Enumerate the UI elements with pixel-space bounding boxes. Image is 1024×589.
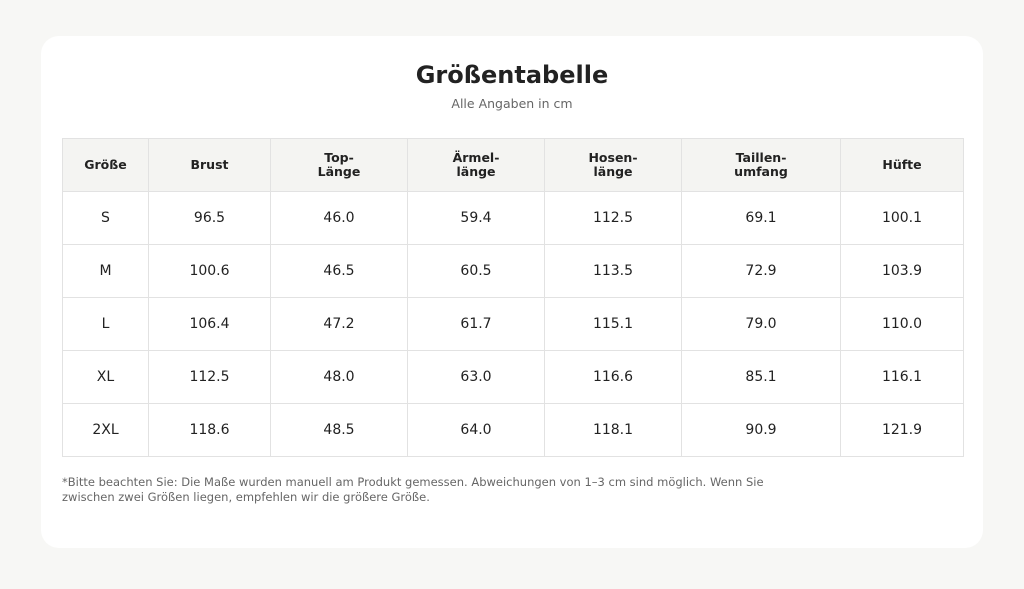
- column-header-top-length: Top- Länge: [270, 138, 408, 192]
- table-cell: 48.0: [270, 350, 408, 404]
- table-cell: 112.5: [148, 350, 271, 404]
- table-cell: 60.5: [407, 244, 545, 298]
- table-cell: 118.1: [544, 403, 682, 457]
- table-row: M 100.6 46.5 60.5 113.5 72.9 103.9: [62, 244, 964, 298]
- table-row: L 106.4 47.2 61.7 115.1 79.0 110.0: [62, 297, 964, 351]
- table-cell: 115.1: [544, 297, 682, 351]
- table-cell: L: [62, 297, 149, 351]
- table-cell: 100.1: [840, 191, 964, 245]
- table-cell: 46.0: [270, 191, 408, 245]
- table-cell: 96.5: [148, 191, 271, 245]
- table-cell: 113.5: [544, 244, 682, 298]
- table-cell: 72.9: [681, 244, 841, 298]
- table-row: S 96.5 46.0 59.4 112.5 69.1 100.1: [62, 191, 964, 245]
- table-cell: 46.5: [270, 244, 408, 298]
- table-cell: 79.0: [681, 297, 841, 351]
- page-title: Größentabelle: [415, 61, 609, 89]
- table-cell: 112.5: [544, 191, 682, 245]
- table-cell: 116.6: [544, 350, 682, 404]
- column-header-hip: Hüfte: [840, 138, 964, 192]
- column-header-sleeve-length: Ärmel- länge: [407, 138, 545, 192]
- table-cell: 64.0: [407, 403, 545, 457]
- table-header-row: Größe Brust Top- Länge Ärmel- länge Hose…: [62, 138, 964, 192]
- column-header-waist: Taillen- umfang: [681, 138, 841, 192]
- table-row: 2XL 118.6 48.5 64.0 118.1 90.9 121.9: [62, 403, 964, 457]
- table-cell: S: [62, 191, 149, 245]
- column-header-size: Größe: [62, 138, 149, 192]
- table-cell: 69.1: [681, 191, 841, 245]
- table-cell: 110.0: [840, 297, 964, 351]
- table-cell: 59.4: [407, 191, 545, 245]
- column-header-chest: Brust: [148, 138, 271, 192]
- table-cell: 2XL: [62, 403, 149, 457]
- table-cell: 118.6: [148, 403, 271, 457]
- table-cell: 121.9: [840, 403, 964, 457]
- table-cell: 85.1: [681, 350, 841, 404]
- size-table: Größe Brust Top- Länge Ärmel- länge Hose…: [62, 138, 964, 457]
- page-subtitle: Alle Angaben in cm: [451, 96, 573, 111]
- table-cell: 48.5: [270, 403, 408, 457]
- table-cell: 63.0: [407, 350, 545, 404]
- table-cell: 116.1: [840, 350, 964, 404]
- footnote: *Bitte beachten Sie: Die Maße wurden man…: [62, 475, 764, 504]
- table-cell: 90.9: [681, 403, 841, 457]
- table-cell: 61.7: [407, 297, 545, 351]
- table-cell: M: [62, 244, 149, 298]
- table-cell: 106.4: [148, 297, 271, 351]
- column-header-pants-length: Hosen- länge: [544, 138, 682, 192]
- table-cell: 100.6: [148, 244, 271, 298]
- table-row: XL 112.5 48.0 63.0 116.6 85.1 116.1: [62, 350, 964, 404]
- table-cell: 47.2: [270, 297, 408, 351]
- table-cell: 103.9: [840, 244, 964, 298]
- table-cell: XL: [62, 350, 149, 404]
